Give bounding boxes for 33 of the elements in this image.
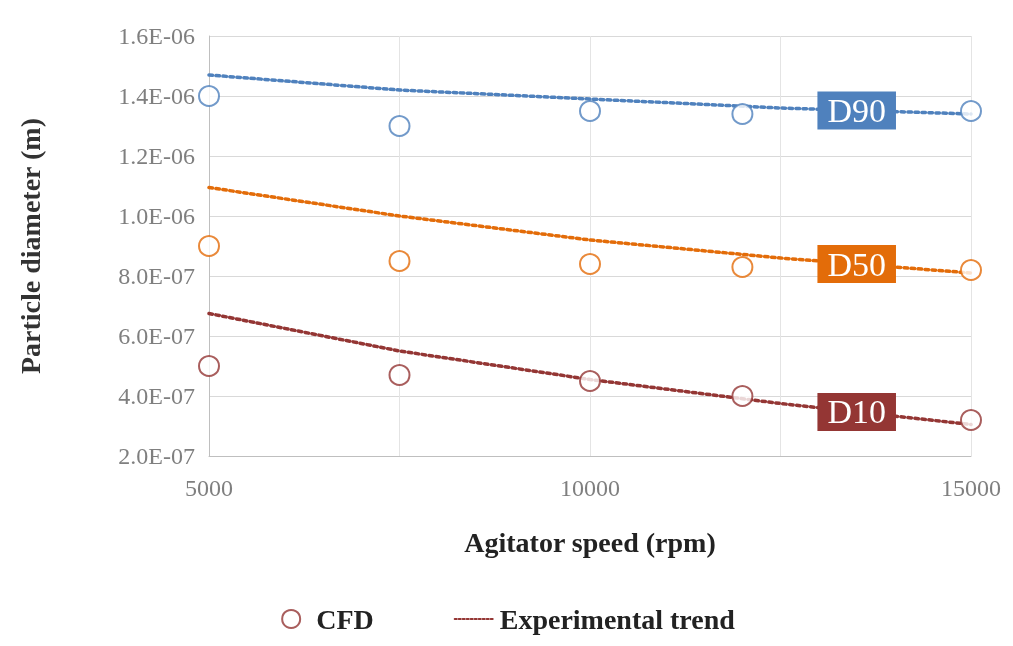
x-tick-label: 5000 (185, 475, 233, 501)
point (388, 250, 411, 272)
point (388, 364, 411, 386)
point (579, 253, 601, 275)
x-tick-label: 15000 (941, 475, 1001, 501)
y-tick-label: 8.0E-07 (118, 263, 195, 289)
y-tick-label: 2.0E-07 (118, 443, 195, 469)
x-axis-title: Agitator speed (rpm) (464, 526, 716, 558)
point (731, 256, 754, 278)
point (579, 370, 601, 392)
point (388, 115, 411, 137)
y-tick-label: 4.0E-07 (118, 383, 195, 409)
y-axis-title: Particle diameter (m) (14, 117, 46, 375)
point (960, 259, 982, 281)
annotation: D10 (827, 393, 886, 431)
annotation: D90 (827, 91, 886, 129)
point (960, 100, 982, 122)
point (960, 409, 982, 431)
y-tick-label: 1.4E-06 (118, 83, 195, 109)
y-tick-label: 6.0E-07 (118, 323, 195, 349)
point (198, 355, 220, 377)
y-tick-label: 1.0E-06 (118, 203, 195, 229)
y-tick-label: 1.2E-06 (118, 143, 195, 169)
legend-label: CFD (316, 603, 374, 635)
point (198, 85, 220, 107)
point (731, 103, 754, 125)
y-tick-label: 1.6E-06 (118, 23, 195, 49)
point (198, 235, 220, 257)
legend-label: Experimental trend (499, 603, 736, 635)
annotation: D50 (827, 245, 886, 283)
point (731, 385, 754, 407)
point (579, 100, 601, 122)
x-tick-label: 10000 (560, 475, 620, 501)
